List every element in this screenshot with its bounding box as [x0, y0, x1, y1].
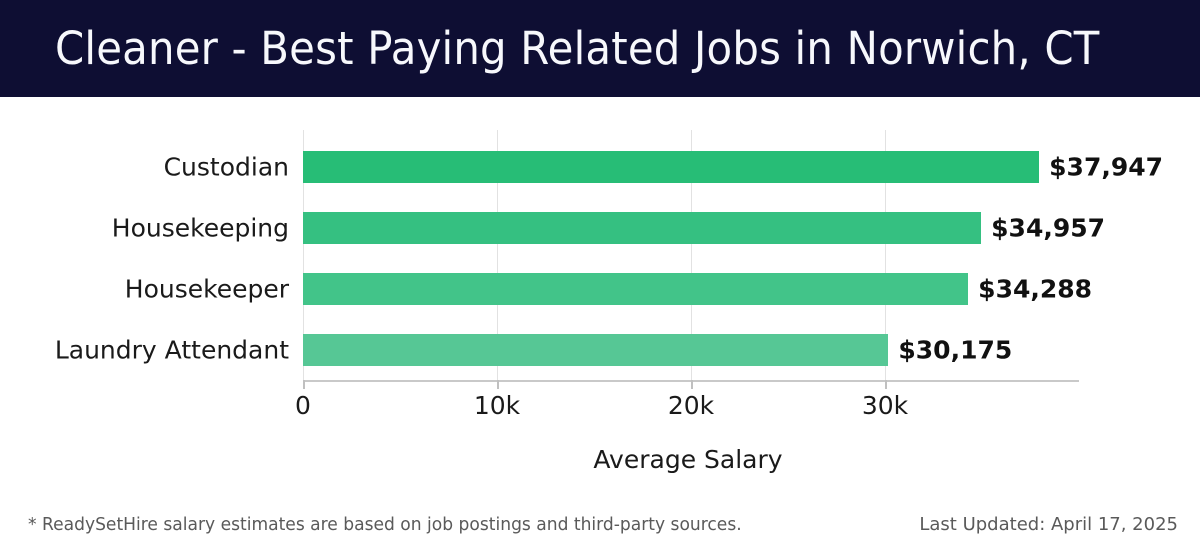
x-tick-label: 10k [473, 391, 521, 420]
x-axis-title: Average Salary [0, 445, 1200, 474]
category-label: Laundry Attendant [54, 335, 289, 365]
bar-value-label: $30,175 [898, 335, 1013, 365]
category-label-row: Housekeeper [0, 273, 289, 305]
footnote-text: * ReadySetHire salary estimates are base… [28, 514, 742, 535]
bar-value-label: $34,288 [978, 274, 1093, 304]
x-tick-mark [885, 380, 887, 389]
bar-item: $34,957 [303, 212, 1105, 244]
last-updated-text: Last Updated: April 17, 2025 [919, 514, 1178, 535]
bar-rect [303, 334, 889, 366]
x-tick-mark [303, 380, 305, 389]
x-tick-label: 0 [295, 391, 311, 420]
bar-value-label: $34,957 [991, 213, 1106, 243]
x-tick-mark [497, 380, 499, 389]
bar-rect [303, 273, 969, 305]
bar-value-label: $37,947 [1049, 152, 1164, 182]
grid-line [497, 130, 498, 380]
bar-item: $34,288 [303, 273, 1092, 305]
bar-chart: 0 10k 20k 30k $37,947 $34,957 $34,288 $30,175 … [0, 97, 1200, 497]
grid-line [885, 130, 886, 380]
bar-item: $37,947 [303, 151, 1163, 183]
x-axis-title-text: Average Salary [593, 445, 783, 474]
category-label-row: Housekeeping [0, 212, 289, 244]
category-label-row: Laundry Attendant [0, 334, 289, 366]
x-tick-label: 20k [667, 391, 715, 420]
x-tick-mark [691, 380, 693, 389]
category-label: Custodian [163, 152, 289, 182]
bar-item: $30,175 [303, 334, 1012, 366]
grid-line [303, 130, 304, 380]
page-title: Cleaner - Best Paying Related Jobs in No… [55, 22, 1100, 75]
category-label-row: Custodian [0, 151, 289, 183]
bar-rect [303, 212, 982, 244]
chart-footer: * ReadySetHire salary estimates are base… [0, 497, 1200, 558]
x-tick-label: 30k [861, 391, 909, 420]
plot-area [303, 130, 1078, 380]
bar-rect [303, 151, 1040, 183]
grid-line [691, 130, 692, 380]
chart-header-banner: Cleaner - Best Paying Related Jobs in No… [0, 0, 1200, 97]
category-label: Housekeeping [111, 213, 289, 243]
category-label: Housekeeper [124, 274, 289, 304]
